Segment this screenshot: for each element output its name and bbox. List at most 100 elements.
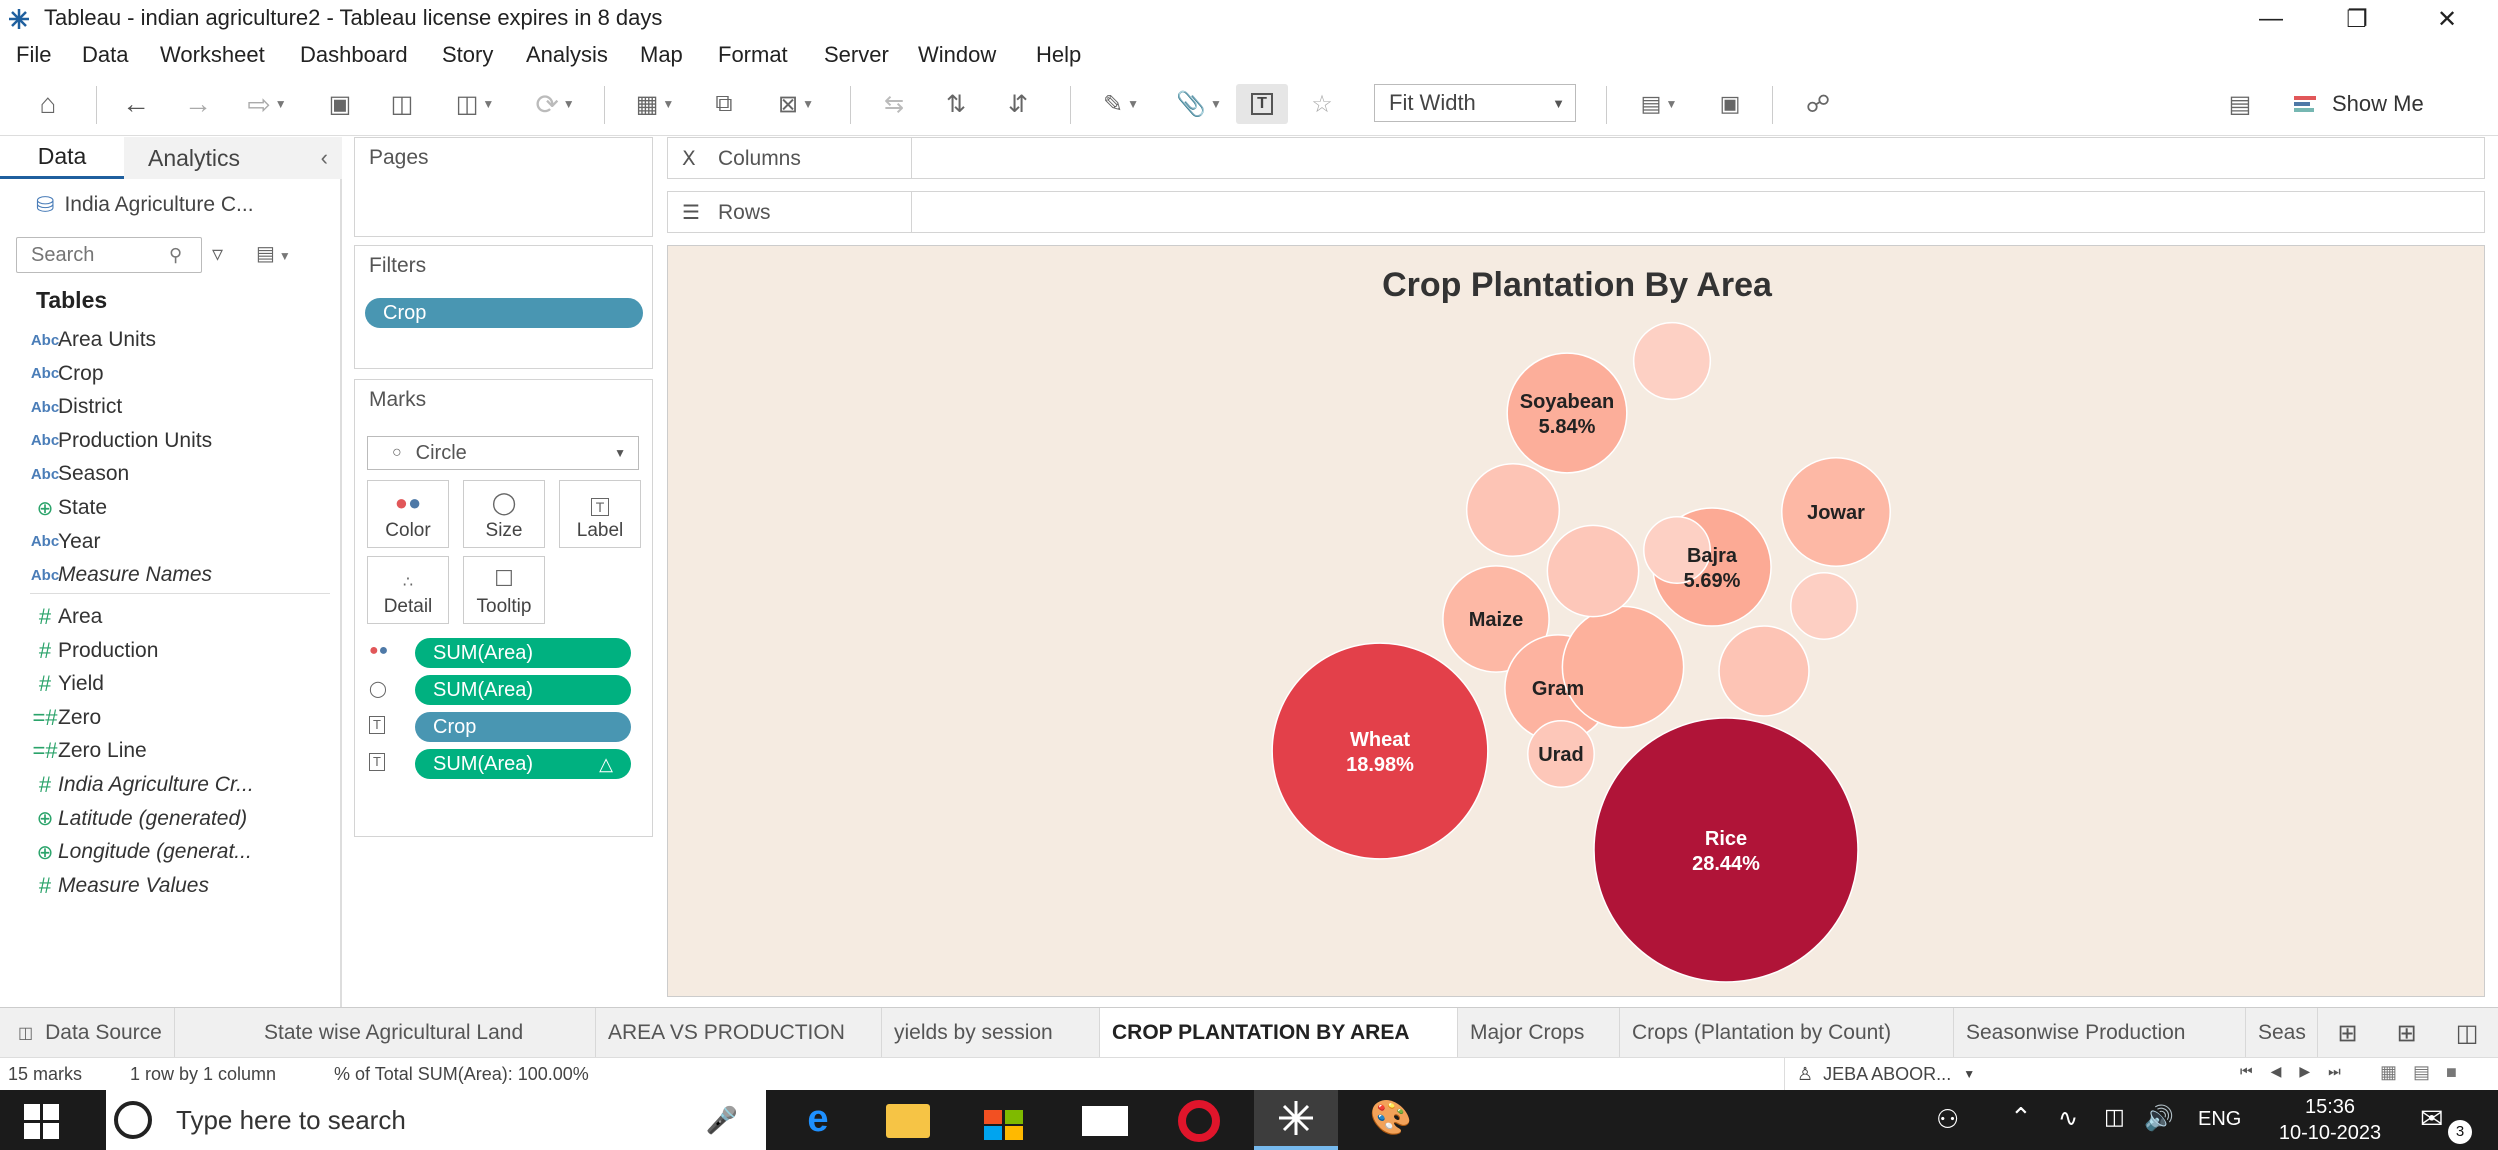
- menu-window[interactable]: Window: [918, 42, 997, 67]
- new-dashboard-tab-icon[interactable]: ⊞: [2396, 1019, 2417, 1047]
- marks-pill[interactable]: SUM(Area) △: [415, 749, 631, 779]
- microphone-icon[interactable]: 🎤: [705, 1104, 738, 1135]
- bubble-mark[interactable]: [1790, 572, 1858, 640]
- swap-icon[interactable]: ⇆: [883, 90, 905, 118]
- format-painter-icon[interactable]: ▤: [2228, 90, 2252, 118]
- marks-pill[interactable]: SUM(Area): [415, 675, 631, 705]
- sheet-tab[interactable]: AREA VS PRODUCTION: [596, 1008, 882, 1058]
- save-icon[interactable]: ▣: [328, 90, 352, 118]
- menu-data[interactable]: Data: [82, 42, 129, 67]
- next-page-icon[interactable]: ▶: [2299, 1063, 2311, 1079]
- fix-axes-icon[interactable]: ☆: [1311, 90, 1333, 118]
- bubble-mark[interactable]: [1506, 352, 1628, 474]
- duplicate-sheet-icon[interactable]: ⧉: [715, 90, 733, 117]
- columns-shelf[interactable]: Ⅹ Columns: [667, 137, 2485, 179]
- menu-story[interactable]: Story: [442, 42, 494, 67]
- bubble-mark[interactable]: [1546, 524, 1640, 618]
- notifications-icon[interactable]: ✉: [2420, 1103, 2444, 1134]
- datasource-item[interactable]: ⛁ India Agriculture C...: [36, 189, 336, 221]
- menu-analysis[interactable]: Analysis: [526, 42, 608, 67]
- tab-data[interactable]: Data: [0, 137, 124, 179]
- size-button[interactable]: ◯ Size: [463, 480, 545, 548]
- filmstrip-view-icon[interactable]: ▤: [2413, 1062, 2431, 1082]
- taskbar-search[interactable]: Type here to search 🎤: [106, 1090, 766, 1150]
- bubble-mark[interactable]: [1561, 605, 1685, 729]
- last-page-icon[interactable]: ⏭: [2328, 1063, 2341, 1079]
- fit-dropdown[interactable]: Fit Width ▼: [1374, 84, 1576, 122]
- redo-icon[interactable]: →: [184, 88, 212, 119]
- tab-data-source[interactable]: ◫ Data Source: [0, 1008, 175, 1058]
- pause-updates-icon[interactable]: ◫ ▼: [455, 90, 495, 118]
- menu-server[interactable]: Server: [824, 42, 889, 67]
- wifi-icon[interactable]: ∿: [2058, 1105, 2079, 1132]
- bubble-chart[interactable]: Rice 28.44% Wheat 18.98% Soyabean 5.84% Bajra 5…: [668, 246, 2484, 996]
- grid-view-icon[interactable]: ▦: [2380, 1062, 2398, 1082]
- sheet-tab[interactable]: CROP PLANTATION BY AREA: [1100, 1008, 1458, 1058]
- collapse-pane-icon[interactable]: ‹: [320, 145, 328, 170]
- sort-descending-icon[interactable]: ⇵: [1007, 90, 1029, 118]
- show-labels-icon[interactable]: ▤ ▼: [1640, 91, 1678, 116]
- bubble-mark[interactable]: [1593, 717, 1859, 983]
- tab-analytics[interactable]: Analytics ‹: [124, 137, 342, 179]
- home-icon[interactable]: ⌂: [39, 88, 57, 119]
- marks-pill[interactable]: Crop: [415, 712, 631, 742]
- tableau-taskbar-icon[interactable]: [1254, 1090, 1338, 1150]
- tabs-view-icon[interactable]: ■: [2446, 1062, 2457, 1082]
- new-story-tab-icon[interactable]: ◫: [2455, 1019, 2479, 1047]
- viz-canvas[interactable]: Crop Plantation By Area Rice 28.44% Wheat 1…: [667, 245, 2485, 997]
- sheet-tab[interactable]: State wise Agricultural Land: [252, 1008, 596, 1058]
- detail-button[interactable]: ∴ Detail: [367, 556, 449, 624]
- store-icon[interactable]: [984, 1102, 1024, 1140]
- edge-icon[interactable]: e: [807, 1098, 829, 1140]
- sheet-tab[interactable]: Seas: [2246, 1008, 2318, 1058]
- language-indicator[interactable]: ENG: [2198, 1108, 2242, 1130]
- bubble-mark[interactable]: [1643, 516, 1711, 584]
- filter-pill-crop[interactable]: Crop: [365, 298, 643, 328]
- windows-start-icon[interactable]: [24, 1104, 60, 1140]
- sheet-tab[interactable]: yields by session: [882, 1008, 1100, 1058]
- paint-app-icon[interactable]: 🎨: [1369, 1099, 1413, 1137]
- bubble-mark[interactable]: [1465, 462, 1561, 558]
- bubble-mark[interactable]: [1271, 642, 1489, 860]
- pages-shelf[interactable]: Pages: [354, 137, 653, 237]
- show-me-button[interactable]: Show Me: [2294, 84, 2424, 124]
- search-field[interactable]: ⚲: [16, 237, 202, 273]
- tooltip-button[interactable]: ☐ Tooltip: [463, 556, 545, 624]
- minimize-button[interactable]: —: [2259, 5, 2283, 32]
- bubble-mark[interactable]: [1527, 720, 1595, 788]
- search-input[interactable]: [29, 242, 169, 268]
- mark-type-dropdown[interactable]: ○ Circle ▼: [367, 436, 639, 470]
- bubble-mark[interactable]: [1718, 625, 1810, 717]
- filter-fields-icon[interactable]: ▿: [212, 241, 224, 266]
- show-mark-labels-icon[interactable]: T: [1236, 84, 1288, 124]
- first-page-icon[interactable]: ⏮: [2240, 1063, 2253, 1079]
- color-button[interactable]: ●● Color: [367, 480, 449, 548]
- group-icon[interactable]: 📎 ▼: [1176, 90, 1222, 118]
- menu-map[interactable]: Map: [640, 42, 683, 67]
- highlight-icon[interactable]: ✎ ▼: [1103, 90, 1139, 118]
- menu-help[interactable]: Help: [1036, 42, 1082, 67]
- menu-worksheet[interactable]: Worksheet: [160, 42, 265, 67]
- sheet-tab[interactable]: Major Crops: [1458, 1008, 1620, 1058]
- people-icon[interactable]: ⚇: [1936, 1104, 1960, 1134]
- share-icon[interactable]: ☍: [1805, 90, 1831, 118]
- sheet-tab[interactable]: Crops (Plantation by Count): [1620, 1008, 1954, 1058]
- clear-sheet-icon[interactable]: ⊠ ▼: [778, 90, 814, 118]
- bubble-mark[interactable]: [1632, 321, 1712, 401]
- menu-file[interactable]: File: [16, 42, 52, 67]
- sheet-tab[interactable]: Seasonwise Production: [1954, 1008, 2246, 1058]
- volume-icon[interactable]: 🔊: [2144, 1105, 2174, 1132]
- replay-icon[interactable]: ⇨ ▼: [247, 88, 287, 120]
- sort-ascending-icon[interactable]: ⇅: [945, 90, 967, 118]
- close-button[interactable]: ✕: [2436, 5, 2458, 33]
- rows-shelf[interactable]: ☰ Rows: [667, 191, 2485, 233]
- view-fields-icon[interactable]: ▤ ▼: [256, 243, 291, 265]
- user-menu[interactable]: ♙ JEBA ABOOR... ▼: [1784, 1058, 2024, 1090]
- restore-button[interactable]: ❐: [2346, 5, 2368, 33]
- new-worksheet-tab-icon[interactable]: ⊞: [2337, 1019, 2358, 1047]
- menu-dashboard[interactable]: Dashboard: [300, 42, 408, 67]
- presentation-mode-icon[interactable]: ▣: [1719, 91, 1741, 116]
- bubble-mark[interactable]: [1442, 565, 1550, 673]
- opera-icon[interactable]: [1178, 1100, 1220, 1142]
- battery-icon[interactable]: ◫: [2104, 1104, 2125, 1129]
